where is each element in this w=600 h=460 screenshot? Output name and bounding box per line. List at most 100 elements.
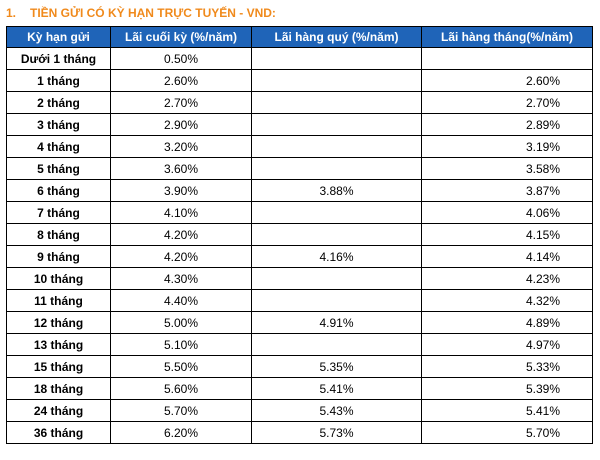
monthly-rate-cell: 3.87% bbox=[421, 179, 593, 202]
quarterly-rate-cell bbox=[251, 91, 422, 114]
interest-rate-table: Kỳ hạn gửi Lãi cuối kỳ (%/năm) Lãi hàng … bbox=[6, 26, 593, 444]
term-cell: 4 tháng bbox=[6, 135, 111, 158]
monthly-rate-cell: 2.60% bbox=[421, 69, 593, 92]
monthly-rate-cell: 5.39% bbox=[421, 377, 593, 400]
term-cell: 18 tháng bbox=[6, 377, 111, 400]
quarterly-rate-cell: 5.35% bbox=[251, 355, 422, 378]
header-end-of-term-rate: Lãi cuối kỳ (%/năm) bbox=[110, 26, 252, 48]
end-of-term-rate-cell: 5.60% bbox=[110, 377, 252, 400]
term-cell: 10 tháng bbox=[6, 267, 111, 290]
section-number: 1. bbox=[6, 6, 17, 20]
term-cell: 1 tháng bbox=[6, 69, 111, 92]
end-of-term-rate-cell: 4.30% bbox=[110, 267, 252, 290]
table-body: Dưới 1 tháng 0.50% 1 tháng 2.60% 2.60% 2 thán… bbox=[6, 47, 593, 444]
term-cell: 13 tháng bbox=[6, 333, 111, 356]
end-of-term-rate-cell: 5.70% bbox=[110, 399, 252, 422]
end-of-term-rate-cell: 2.90% bbox=[110, 113, 252, 136]
term-cell: 2 tháng bbox=[6, 91, 111, 114]
monthly-rate-cell: 4.97% bbox=[421, 333, 593, 356]
table-row: 9 tháng 4.20% 4.16% 4.14% bbox=[6, 245, 593, 268]
quarterly-rate-cell bbox=[251, 267, 422, 290]
header-quarterly-rate: Lãi hàng quý (%/năm) bbox=[251, 26, 422, 48]
monthly-rate-cell: 4.15% bbox=[421, 223, 593, 246]
end-of-term-rate-cell: 5.10% bbox=[110, 333, 252, 356]
term-cell: 9 tháng bbox=[6, 245, 111, 268]
quarterly-rate-cell bbox=[251, 201, 422, 224]
monthly-rate-cell: 4.89% bbox=[421, 311, 593, 334]
end-of-term-rate-cell: 2.70% bbox=[110, 91, 252, 114]
table-row: 13 tháng 5.10% 4.97% bbox=[6, 333, 593, 356]
monthly-rate-cell: 4.32% bbox=[421, 289, 593, 312]
section-title: TIỀN GỬI CÓ KỲ HẠN TRỰC TUYẾN - VND: bbox=[30, 6, 276, 20]
monthly-rate-cell: 2.89% bbox=[421, 113, 593, 136]
term-cell: 12 tháng bbox=[6, 311, 111, 334]
term-cell: Dưới 1 tháng bbox=[6, 47, 111, 70]
quarterly-rate-cell bbox=[251, 157, 422, 180]
table-row: 7 tháng 4.10% 4.06% bbox=[6, 201, 593, 224]
table-row: 4 tháng 3.20% 3.19% bbox=[6, 135, 593, 158]
quarterly-rate-cell bbox=[251, 333, 422, 356]
end-of-term-rate-cell: 4.10% bbox=[110, 201, 252, 224]
quarterly-rate-cell: 4.91% bbox=[251, 311, 422, 334]
section-heading: 1. TIỀN GỬI CÓ KỲ HẠN TRỰC TUYẾN - VND: bbox=[6, 4, 276, 22]
monthly-rate-cell: 2.70% bbox=[421, 91, 593, 114]
table-row: Dưới 1 tháng 0.50% bbox=[6, 47, 593, 70]
quarterly-rate-cell: 5.73% bbox=[251, 421, 422, 444]
end-of-term-rate-cell: 3.20% bbox=[110, 135, 252, 158]
quarterly-rate-cell: 4.16% bbox=[251, 245, 422, 268]
quarterly-rate-cell bbox=[251, 289, 422, 312]
end-of-term-rate-cell: 6.20% bbox=[110, 421, 252, 444]
term-cell: 5 tháng bbox=[6, 157, 111, 180]
monthly-rate-cell: 3.19% bbox=[421, 135, 593, 158]
monthly-rate-cell: 4.23% bbox=[421, 267, 593, 290]
table-row: 5 tháng 3.60% 3.58% bbox=[6, 157, 593, 180]
quarterly-rate-cell bbox=[251, 113, 422, 136]
monthly-rate-cell: 5.41% bbox=[421, 399, 593, 422]
table-row: 1 tháng 2.60% 2.60% bbox=[6, 69, 593, 92]
quarterly-rate-cell bbox=[251, 69, 422, 92]
quarterly-rate-cell: 5.43% bbox=[251, 399, 422, 422]
table-row: 36 tháng 6.20% 5.73% 5.70% bbox=[6, 421, 593, 444]
header-monthly-rate: Lãi hàng tháng(%/năm) bbox=[421, 26, 593, 48]
term-cell: 7 tháng bbox=[6, 201, 111, 224]
term-cell: 6 tháng bbox=[6, 179, 111, 202]
table-row: 11 tháng 4.40% 4.32% bbox=[6, 289, 593, 312]
term-cell: 8 tháng bbox=[6, 223, 111, 246]
table-row: 2 tháng 2.70% 2.70% bbox=[6, 91, 593, 114]
term-cell: 24 tháng bbox=[6, 399, 111, 422]
monthly-rate-cell: 4.06% bbox=[421, 201, 593, 224]
table-row: 10 tháng 4.30% 4.23% bbox=[6, 267, 593, 290]
table-row: 15 tháng 5.50% 5.35% 5.33% bbox=[6, 355, 593, 378]
end-of-term-rate-cell: 3.90% bbox=[110, 179, 252, 202]
table-row: 6 tháng 3.90% 3.88% 3.87% bbox=[6, 179, 593, 202]
end-of-term-rate-cell: 0.50% bbox=[110, 47, 252, 70]
end-of-term-rate-cell: 5.50% bbox=[110, 355, 252, 378]
term-cell: 15 tháng bbox=[6, 355, 111, 378]
table-row: 3 tháng 2.90% 2.89% bbox=[6, 113, 593, 136]
term-cell: 36 tháng bbox=[6, 421, 111, 444]
end-of-term-rate-cell: 4.40% bbox=[110, 289, 252, 312]
monthly-rate-cell bbox=[421, 47, 593, 70]
monthly-rate-cell: 5.33% bbox=[421, 355, 593, 378]
monthly-rate-cell: 5.70% bbox=[421, 421, 593, 444]
monthly-rate-cell: 4.14% bbox=[421, 245, 593, 268]
monthly-rate-cell: 3.58% bbox=[421, 157, 593, 180]
end-of-term-rate-cell: 4.20% bbox=[110, 245, 252, 268]
end-of-term-rate-cell: 3.60% bbox=[110, 157, 252, 180]
quarterly-rate-cell: 3.88% bbox=[251, 179, 422, 202]
table-row: 8 tháng 4.20% 4.15% bbox=[6, 223, 593, 246]
header-term: Kỳ hạn gửi bbox=[6, 26, 111, 48]
quarterly-rate-cell: 5.41% bbox=[251, 377, 422, 400]
term-cell: 11 tháng bbox=[6, 289, 111, 312]
table-header-row: Kỳ hạn gửi Lãi cuối kỳ (%/năm) Lãi hàng … bbox=[6, 26, 593, 48]
end-of-term-rate-cell: 4.20% bbox=[110, 223, 252, 246]
quarterly-rate-cell bbox=[251, 47, 422, 70]
quarterly-rate-cell bbox=[251, 223, 422, 246]
table-row: 24 tháng 5.70% 5.43% 5.41% bbox=[6, 399, 593, 422]
end-of-term-rate-cell: 2.60% bbox=[110, 69, 252, 92]
quarterly-rate-cell bbox=[251, 135, 422, 158]
end-of-term-rate-cell: 5.00% bbox=[110, 311, 252, 334]
table-row: 18 tháng 5.60% 5.41% 5.39% bbox=[6, 377, 593, 400]
table-row: 12 tháng 5.00% 4.91% 4.89% bbox=[6, 311, 593, 334]
term-cell: 3 tháng bbox=[6, 113, 111, 136]
